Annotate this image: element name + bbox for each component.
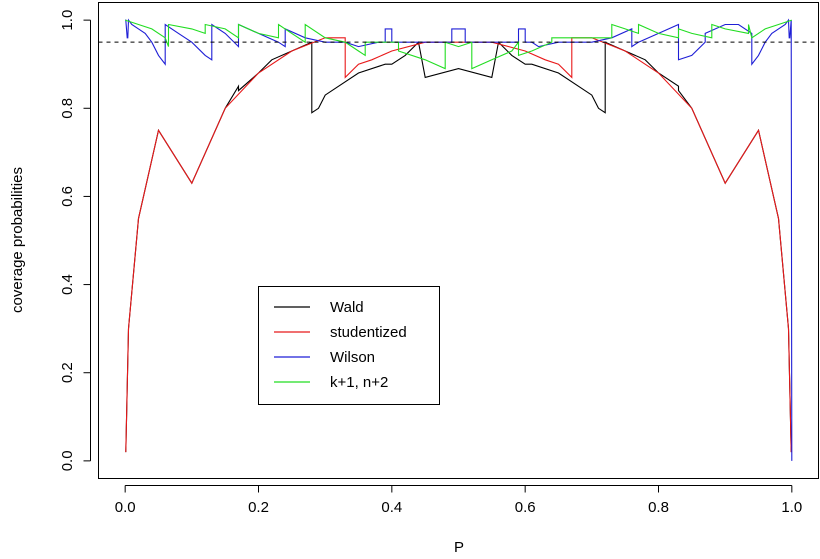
- series-layer: [125, 18, 793, 461]
- y-axis-title: coverage probabilities: [9, 167, 26, 313]
- x-axis-title: P: [454, 539, 464, 556]
- plot-frame: [98, 2, 819, 479]
- legend-label-wilson: Wilson: [330, 349, 375, 366]
- y-tick-label: 0.4: [59, 274, 76, 295]
- x-tick-label: 0.0: [115, 499, 136, 516]
- legend-label-wald: Wald: [330, 299, 364, 316]
- x-tick-label: 0.4: [381, 499, 402, 516]
- legend: Wald studentized Wilson k+1, n+2: [258, 286, 440, 405]
- legend-box: [258, 286, 440, 405]
- series-line-wald: [125, 41, 792, 453]
- series-line-k-1-n-2: [125, 19, 792, 70]
- series-line-wilson: [125, 18, 793, 461]
- y-tick-label: 1.0: [59, 10, 76, 31]
- y-axis: 0.0 0.2 0.4 0.6 0.8 1.0: [59, 10, 91, 471]
- legend-label-studentized: studentized: [330, 324, 407, 341]
- x-tick-label: 1.0: [781, 499, 802, 516]
- x-axis: 0.0 0.2 0.4 0.6 0.8 1.0: [115, 485, 802, 516]
- legend-label-k-1-n-2: k+1, n+2: [330, 374, 388, 391]
- x-tick-label: 0.2: [248, 499, 269, 516]
- x-tick-label: 0.6: [515, 499, 536, 516]
- y-tick-label: 0.2: [59, 362, 76, 383]
- series-line-studentized: [125, 37, 792, 453]
- x-tick-label: 0.8: [648, 499, 669, 516]
- y-tick-label: 0.6: [59, 186, 76, 207]
- y-tick-label: 0.0: [59, 450, 76, 471]
- y-tick-label: 0.8: [59, 98, 76, 119]
